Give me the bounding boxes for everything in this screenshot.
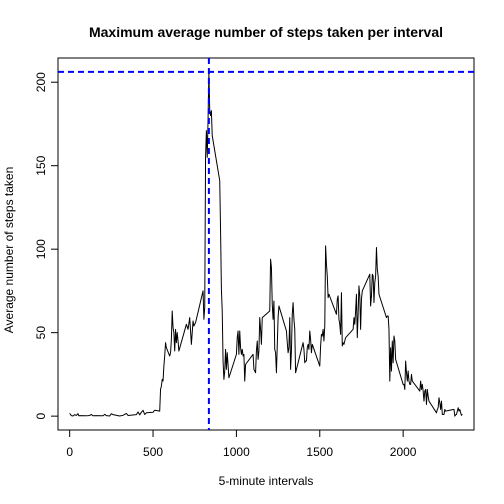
series-line bbox=[69, 71, 463, 417]
y-tick-label: 0 bbox=[34, 412, 48, 419]
reference-lines bbox=[58, 58, 474, 430]
y-tick-label: 50 bbox=[34, 326, 48, 340]
y-tick-label: 100 bbox=[34, 239, 48, 259]
x-axis-label: 5-minute intervals bbox=[219, 474, 314, 488]
x-tick-label: 2000 bbox=[390, 445, 417, 459]
x-tick-label: 500 bbox=[143, 445, 163, 459]
series-layer bbox=[69, 71, 463, 417]
chart-title: Maximum average number of steps taken pe… bbox=[89, 24, 443, 40]
x-tick-label: 0 bbox=[66, 445, 73, 459]
y-axis-label: Average number of steps taken bbox=[2, 167, 16, 334]
x-axis: 0 500 1000 1500 2000 bbox=[66, 429, 417, 459]
y-axis: 0 50 100 150 200 bbox=[34, 72, 59, 419]
x-tick-label: 1000 bbox=[223, 445, 250, 459]
y-tick-label: 150 bbox=[34, 155, 48, 175]
x-tick-label: 1500 bbox=[306, 445, 333, 459]
y-tick-label: 200 bbox=[34, 72, 48, 92]
